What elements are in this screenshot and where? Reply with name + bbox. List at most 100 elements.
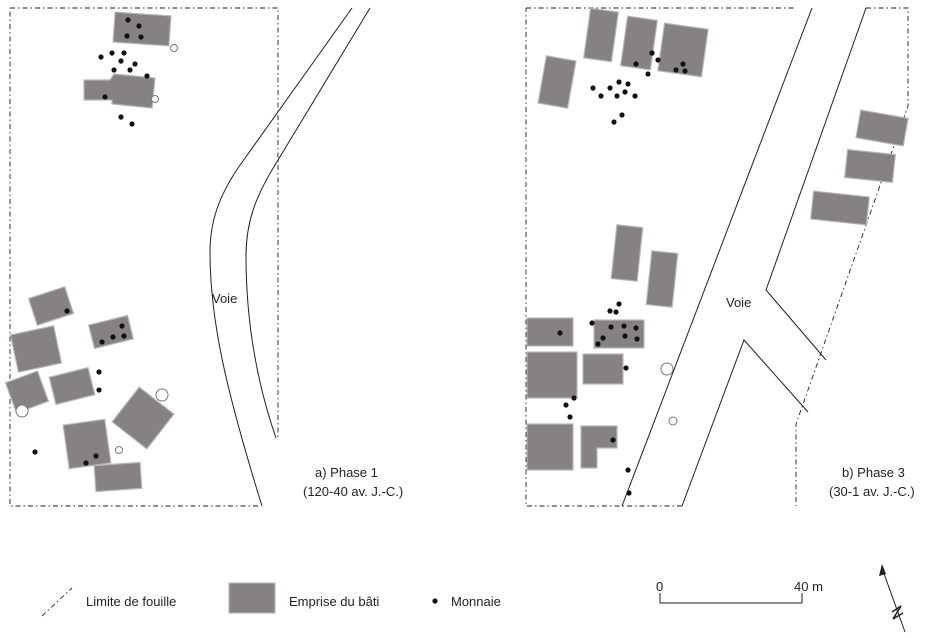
- coin: [64, 308, 70, 314]
- coin: [619, 112, 625, 118]
- building: [844, 148, 896, 184]
- building: [526, 423, 574, 471]
- road-edge-left-phase-1: [209, 7, 353, 507]
- coin: [132, 61, 138, 67]
- coin: [99, 339, 105, 345]
- coin: [616, 301, 622, 307]
- coin: [111, 67, 117, 73]
- building: [62, 418, 112, 470]
- coin: [613, 309, 619, 315]
- empty-circle: [668, 416, 678, 426]
- coin: [626, 490, 632, 496]
- building: [855, 109, 909, 147]
- date-label-a: (120-40 av. J.-C.): [303, 484, 403, 499]
- legend-limit-label: Limite de fouille: [86, 594, 176, 609]
- building: [619, 15, 659, 71]
- empty-circle: [151, 95, 159, 103]
- road-label-phase-1: Voie: [212, 291, 237, 306]
- empty-circle: [15, 404, 29, 418]
- building: [610, 224, 644, 282]
- coin: [622, 333, 628, 339]
- coin: [32, 449, 38, 455]
- legend-building-label: Emprise du bâti: [289, 594, 379, 609]
- coin: [633, 61, 639, 67]
- coin: [610, 437, 616, 443]
- legend-coin-label: Monnaie: [451, 594, 501, 609]
- coin: [680, 61, 686, 67]
- building: [9, 325, 63, 373]
- coin: [600, 335, 606, 341]
- building: [93, 461, 143, 493]
- legend-limit-symbol: [41, 587, 73, 617]
- coin: [645, 71, 651, 77]
- coin: [623, 365, 629, 371]
- building: [27, 286, 75, 326]
- north-arrow-icon: [879, 564, 906, 633]
- coin: [563, 402, 569, 408]
- coins-phase-3: [557, 50, 688, 496]
- buildings-phase-3: [526, 7, 909, 471]
- coin: [125, 17, 131, 23]
- coin: [649, 50, 655, 56]
- panel-phase-3: Voie: [525, 7, 915, 507]
- building: [83, 73, 156, 109]
- scale-end-label: 40 m: [794, 579, 823, 594]
- legend: Limite de fouille Emprise du bâti Monnai…: [41, 582, 501, 617]
- coin: [119, 323, 125, 329]
- date-label-b: (30-1 av. J.-C.): [829, 484, 915, 499]
- coin: [607, 85, 613, 91]
- building: [4, 370, 50, 414]
- scale-start-label: 0: [656, 579, 663, 594]
- coin: [633, 325, 639, 331]
- coin: [102, 94, 108, 100]
- scale-bar-line: [659, 593, 803, 604]
- panel-phase-1: Voie: [4, 7, 403, 507]
- building: [582, 7, 620, 63]
- coin: [121, 50, 127, 56]
- coin: [96, 369, 102, 375]
- scale-bar: 0 40 m: [656, 579, 823, 604]
- building: [537, 55, 577, 109]
- coin: [571, 395, 577, 401]
- building: [48, 366, 96, 406]
- coins-phase-1: [32, 17, 150, 466]
- empty-circle: [115, 446, 123, 454]
- coin: [682, 68, 688, 74]
- legend-building-swatch: [228, 582, 276, 614]
- empty-circle: [155, 388, 169, 402]
- north-arrow-n-letter: [891, 605, 904, 620]
- north-arrow-shaft: [881, 567, 906, 633]
- north-arrow-head: [879, 564, 886, 576]
- coin: [557, 330, 563, 336]
- road-edge-right-lower-phase-3: [681, 339, 809, 507]
- coin: [124, 33, 130, 39]
- building: [111, 386, 175, 450]
- coin: [611, 119, 617, 125]
- building: [810, 190, 870, 226]
- road-edge-left-phase-3: [621, 7, 813, 507]
- building: [582, 353, 624, 385]
- legend-coin-symbol: [432, 598, 438, 604]
- building: [112, 11, 172, 47]
- coin: [614, 93, 620, 99]
- empty-circle: [660, 362, 674, 376]
- coin: [118, 114, 124, 120]
- coin: [634, 336, 640, 342]
- coin: [625, 81, 631, 87]
- coin: [655, 57, 661, 63]
- road-edge-right-phase-3: [765, 7, 867, 361]
- coin: [608, 324, 614, 330]
- building: [526, 317, 574, 347]
- coin: [595, 341, 601, 347]
- phase-label-a: a) Phase 1: [315, 465, 378, 480]
- coin: [590, 85, 596, 91]
- building: [87, 314, 135, 350]
- excavation-limit-phase-3: [525, 7, 909, 507]
- coin: [625, 467, 631, 473]
- building: [657, 22, 709, 78]
- coin: [118, 58, 124, 64]
- coin: [109, 50, 115, 56]
- excavation-limit-phase-1: [9, 7, 279, 507]
- coin: [136, 23, 142, 29]
